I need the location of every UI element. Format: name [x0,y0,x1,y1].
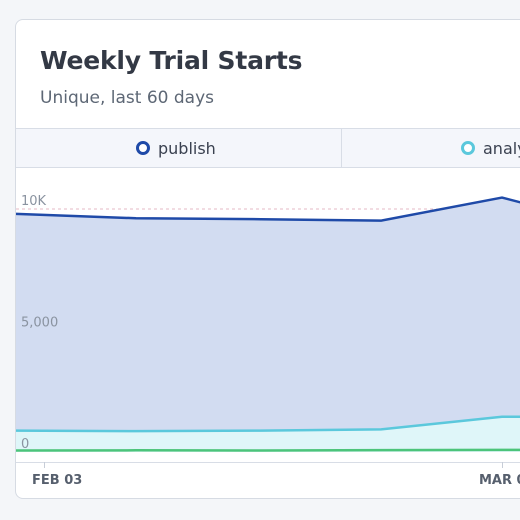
chart-card: Weekly Trial Starts Unique, last 60 days… [15,19,520,499]
chart-title: Weekly Trial Starts [40,46,303,75]
x-tick-mark [44,462,45,468]
y-tick-label: 5,000 [21,316,58,331]
chart-subtitle: Unique, last 60 days [40,88,215,108]
publish-dot-icon [136,141,150,155]
area-chart: 10K 5,000 0 [16,194,520,452]
series-line-publish [16,196,520,222]
series-area-publish [16,197,520,452]
x-axis-line [16,462,520,463]
series-area-analy [16,416,520,452]
x-tick-mark [502,462,503,468]
x-tick-label-mar: MAR 0 [479,473,520,488]
x-tick-label-feb-03: FEB 03 [32,473,83,488]
series-line-analy [16,415,520,433]
series-line-green [16,448,520,452]
y-tick-label: 0 [21,437,29,452]
analy-dot-icon [461,141,475,155]
tab-analy-label: analy [483,138,520,158]
series-tabs: publish analy [16,128,520,168]
tab-analy[interactable]: analy [461,129,520,167]
tab-divider [341,129,342,167]
y-tick-label: 10K [21,194,47,209]
tab-publish[interactable]: publish [136,129,216,167]
tab-publish-label: publish [158,138,216,158]
